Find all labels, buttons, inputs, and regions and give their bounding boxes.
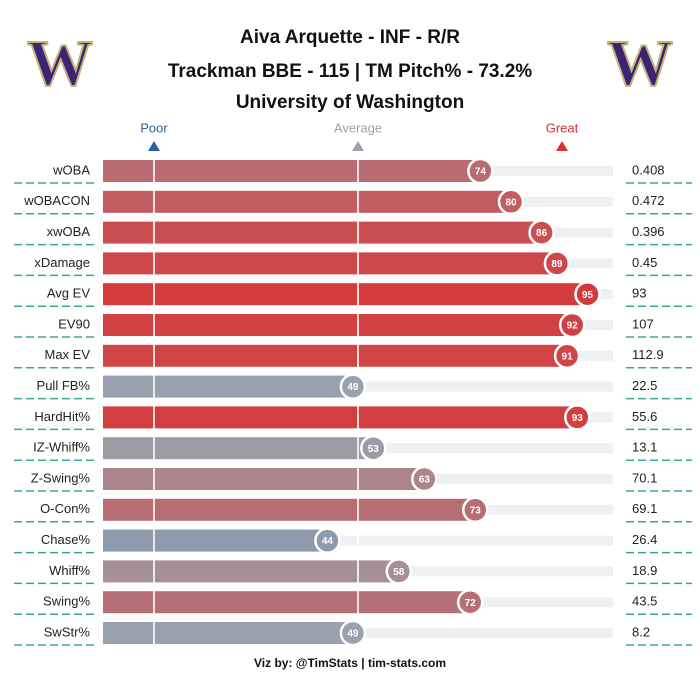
row-label: wOBACON — [23, 193, 90, 208]
row-label: Max EV — [44, 347, 90, 362]
bar — [103, 437, 374, 460]
row-label: xDamage — [34, 255, 90, 270]
row-label: Pull FB% — [37, 378, 91, 393]
bar — [103, 591, 471, 614]
bar — [103, 252, 557, 275]
stat-value: 13.1 — [632, 440, 657, 455]
row-label: EV90 — [58, 316, 90, 331]
percentile-badge — [558, 311, 586, 339]
legend-label: Average — [334, 120, 382, 135]
percentile-label: 63 — [419, 475, 431, 486]
percentile-badge — [385, 558, 413, 585]
stat-value: 112.9 — [632, 347, 664, 362]
percentile-label: 86 — [536, 228, 548, 239]
percentile-badge — [411, 465, 438, 493]
percentile-badge — [574, 280, 601, 308]
bar — [103, 622, 353, 644]
row-label: Chase% — [41, 532, 91, 547]
percentile-label: 92 — [567, 321, 579, 332]
percentile-label: 49 — [347, 629, 359, 640]
percentile-badge — [314, 527, 341, 554]
bar — [103, 314, 573, 336]
bar — [103, 560, 399, 583]
legend-marker — [556, 141, 568, 151]
row-label: HardHit% — [34, 409, 90, 424]
percentile-badge — [456, 588, 484, 616]
stat-value: 26.4 — [632, 532, 657, 547]
stat-value: 93 — [632, 286, 646, 301]
bar — [103, 468, 425, 490]
legend-label: Poor — [140, 120, 168, 135]
percentile-label: 44 — [322, 536, 334, 547]
title-line: University of Washington — [236, 92, 464, 113]
percentile-label: 58 — [393, 567, 405, 578]
percentile-label: 73 — [470, 505, 482, 516]
bar — [103, 160, 481, 182]
percentile-label: 89 — [551, 259, 563, 270]
stat-value: 107 — [632, 316, 654, 331]
title-line: Aiva Arquette - INF - R/R — [240, 27, 460, 48]
stat-value: 69.1 — [632, 501, 657, 516]
percentile-badge — [339, 373, 367, 400]
legend-label: Great — [546, 120, 579, 135]
row-label: SwStr% — [44, 624, 91, 639]
percentile-badge — [564, 404, 591, 431]
row-label: xwOBA — [47, 224, 91, 239]
percentile-badge — [528, 219, 555, 246]
percentile-badge — [467, 157, 494, 185]
stat-value: 0.396 — [632, 224, 665, 239]
percentile-label: 91 — [562, 351, 574, 362]
percentile-badge — [462, 496, 489, 524]
percentile-label: 80 — [505, 197, 517, 208]
percentile-label: 53 — [368, 444, 380, 455]
row-label: Z-Swing% — [31, 470, 91, 485]
row-label: Avg EV — [47, 286, 90, 301]
bar — [103, 406, 578, 429]
row-label: wOBA — [52, 162, 90, 177]
percentile-label: 93 — [572, 413, 584, 424]
bar — [103, 221, 542, 244]
percentile-label: 74 — [475, 167, 487, 178]
stat-value: 8.2 — [632, 624, 650, 639]
bar — [103, 375, 353, 398]
bar — [103, 529, 328, 552]
bar — [103, 190, 511, 213]
stat-value: 43.5 — [632, 594, 657, 609]
row-label: Whiff% — [49, 563, 90, 578]
logo: W — [607, 27, 673, 100]
stat-value: 18.9 — [632, 563, 657, 578]
percentile-label: 95 — [582, 290, 594, 301]
stat-value: 22.5 — [632, 378, 657, 393]
row-label: Swing% — [43, 594, 90, 609]
stat-value: 0.472 — [632, 193, 665, 208]
legend-marker — [352, 141, 364, 151]
footer: Viz by: @TimStats | tim-stats.com — [254, 656, 446, 670]
percentile-label: 72 — [465, 598, 477, 609]
stat-value: 0.45 — [632, 255, 657, 270]
percentile-label: 49 — [347, 382, 359, 393]
percentile-badge — [553, 342, 581, 370]
logo: W — [27, 27, 93, 100]
stat-value: 70.1 — [632, 470, 657, 485]
title-line: Trackman BBE - 115 | TM Pitch% - 73.2% — [168, 61, 532, 82]
percentile-badge — [360, 434, 387, 462]
bar — [103, 498, 476, 521]
bar — [103, 344, 568, 367]
row-label: O-Con% — [40, 501, 90, 516]
stat-value: 55.6 — [632, 409, 657, 424]
percentile-badge — [497, 188, 525, 216]
stat-value: 0.408 — [632, 162, 665, 177]
row-label: IZ-Whiff% — [33, 440, 90, 455]
percentile-badge — [543, 250, 571, 277]
percentile-badge — [339, 619, 367, 647]
legend-marker — [148, 141, 160, 151]
bar — [103, 283, 588, 306]
